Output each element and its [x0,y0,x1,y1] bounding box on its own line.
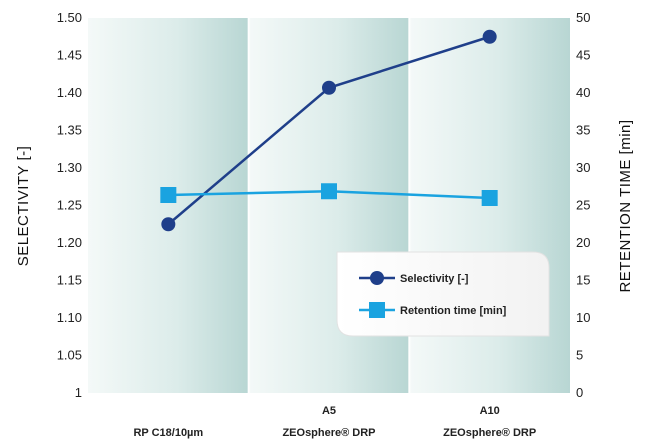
x-tick-label: A5 [322,405,336,417]
y-tick-label: 1.45 [57,48,82,63]
legend-label: Retention time [min] [400,305,507,317]
plot-band [88,18,249,393]
data-point [160,187,177,203]
y-axis-title: SELECTIVITY [-] [15,146,32,267]
y2-tick-label: 5 [576,348,583,363]
legend-marker [370,271,384,285]
plot-area [88,18,570,393]
y-tick-label: 1.15 [57,273,82,288]
y-tick-label: 1.50 [57,10,82,25]
y2-tick-label: 40 [576,85,590,100]
y-tick-label: 1.35 [57,123,82,138]
x-tick-sublabel: ZEOsphere® DRP [282,427,375,439]
legend-marker [369,302,385,318]
y-tick-label: 1.30 [57,160,82,175]
data-point [481,190,498,206]
y2-tick-label: 20 [576,235,590,250]
y2-tick-label: 30 [576,160,590,175]
y2-tick-label: 25 [576,198,590,213]
series-markers [160,29,498,232]
y2-tick-label: 10 [576,310,590,325]
y-axis-left: 1.50 1.45 1.40 1.35 1.30 1.25 1.20 1.15 1.10 1.05… [57,10,82,400]
y-tick-label: 1.10 [57,310,82,325]
data-point [321,183,337,200]
data-point [161,217,176,232]
y2-tick-label: 45 [576,48,590,63]
data-point [482,29,497,44]
y2-tick-label: 15 [576,273,590,288]
y2-tick-label: 50 [576,10,590,25]
y-tick-label: 1.05 [57,348,82,363]
y2-tick-label: 0 [576,385,583,400]
y2-tick-label: 35 [576,123,590,138]
plot-band [248,18,410,393]
legend-box [336,251,550,337]
y-tick-label: 1.25 [57,198,82,213]
x-axis: RP C18/10µm A5 ZEOsphere® DRP A10 ZEOsphere®… [133,405,536,439]
x-tick-label: RP C18/10µm [133,427,203,439]
x-tick-sublabel: ZEOsphere® DRP [443,427,536,439]
y-tick-label: 1.20 [57,235,82,250]
data-point [322,80,336,95]
legend-label: Selectivity [-] [400,273,469,285]
y2-axis-title: RETENTION TIME [min] [617,119,634,292]
legend: Selectivity [-] Retention time [min] [336,251,550,337]
x-tick-label: A10 [480,405,500,417]
y-tick-label: 1 [75,385,82,400]
y-tick-label: 1.40 [57,85,82,100]
